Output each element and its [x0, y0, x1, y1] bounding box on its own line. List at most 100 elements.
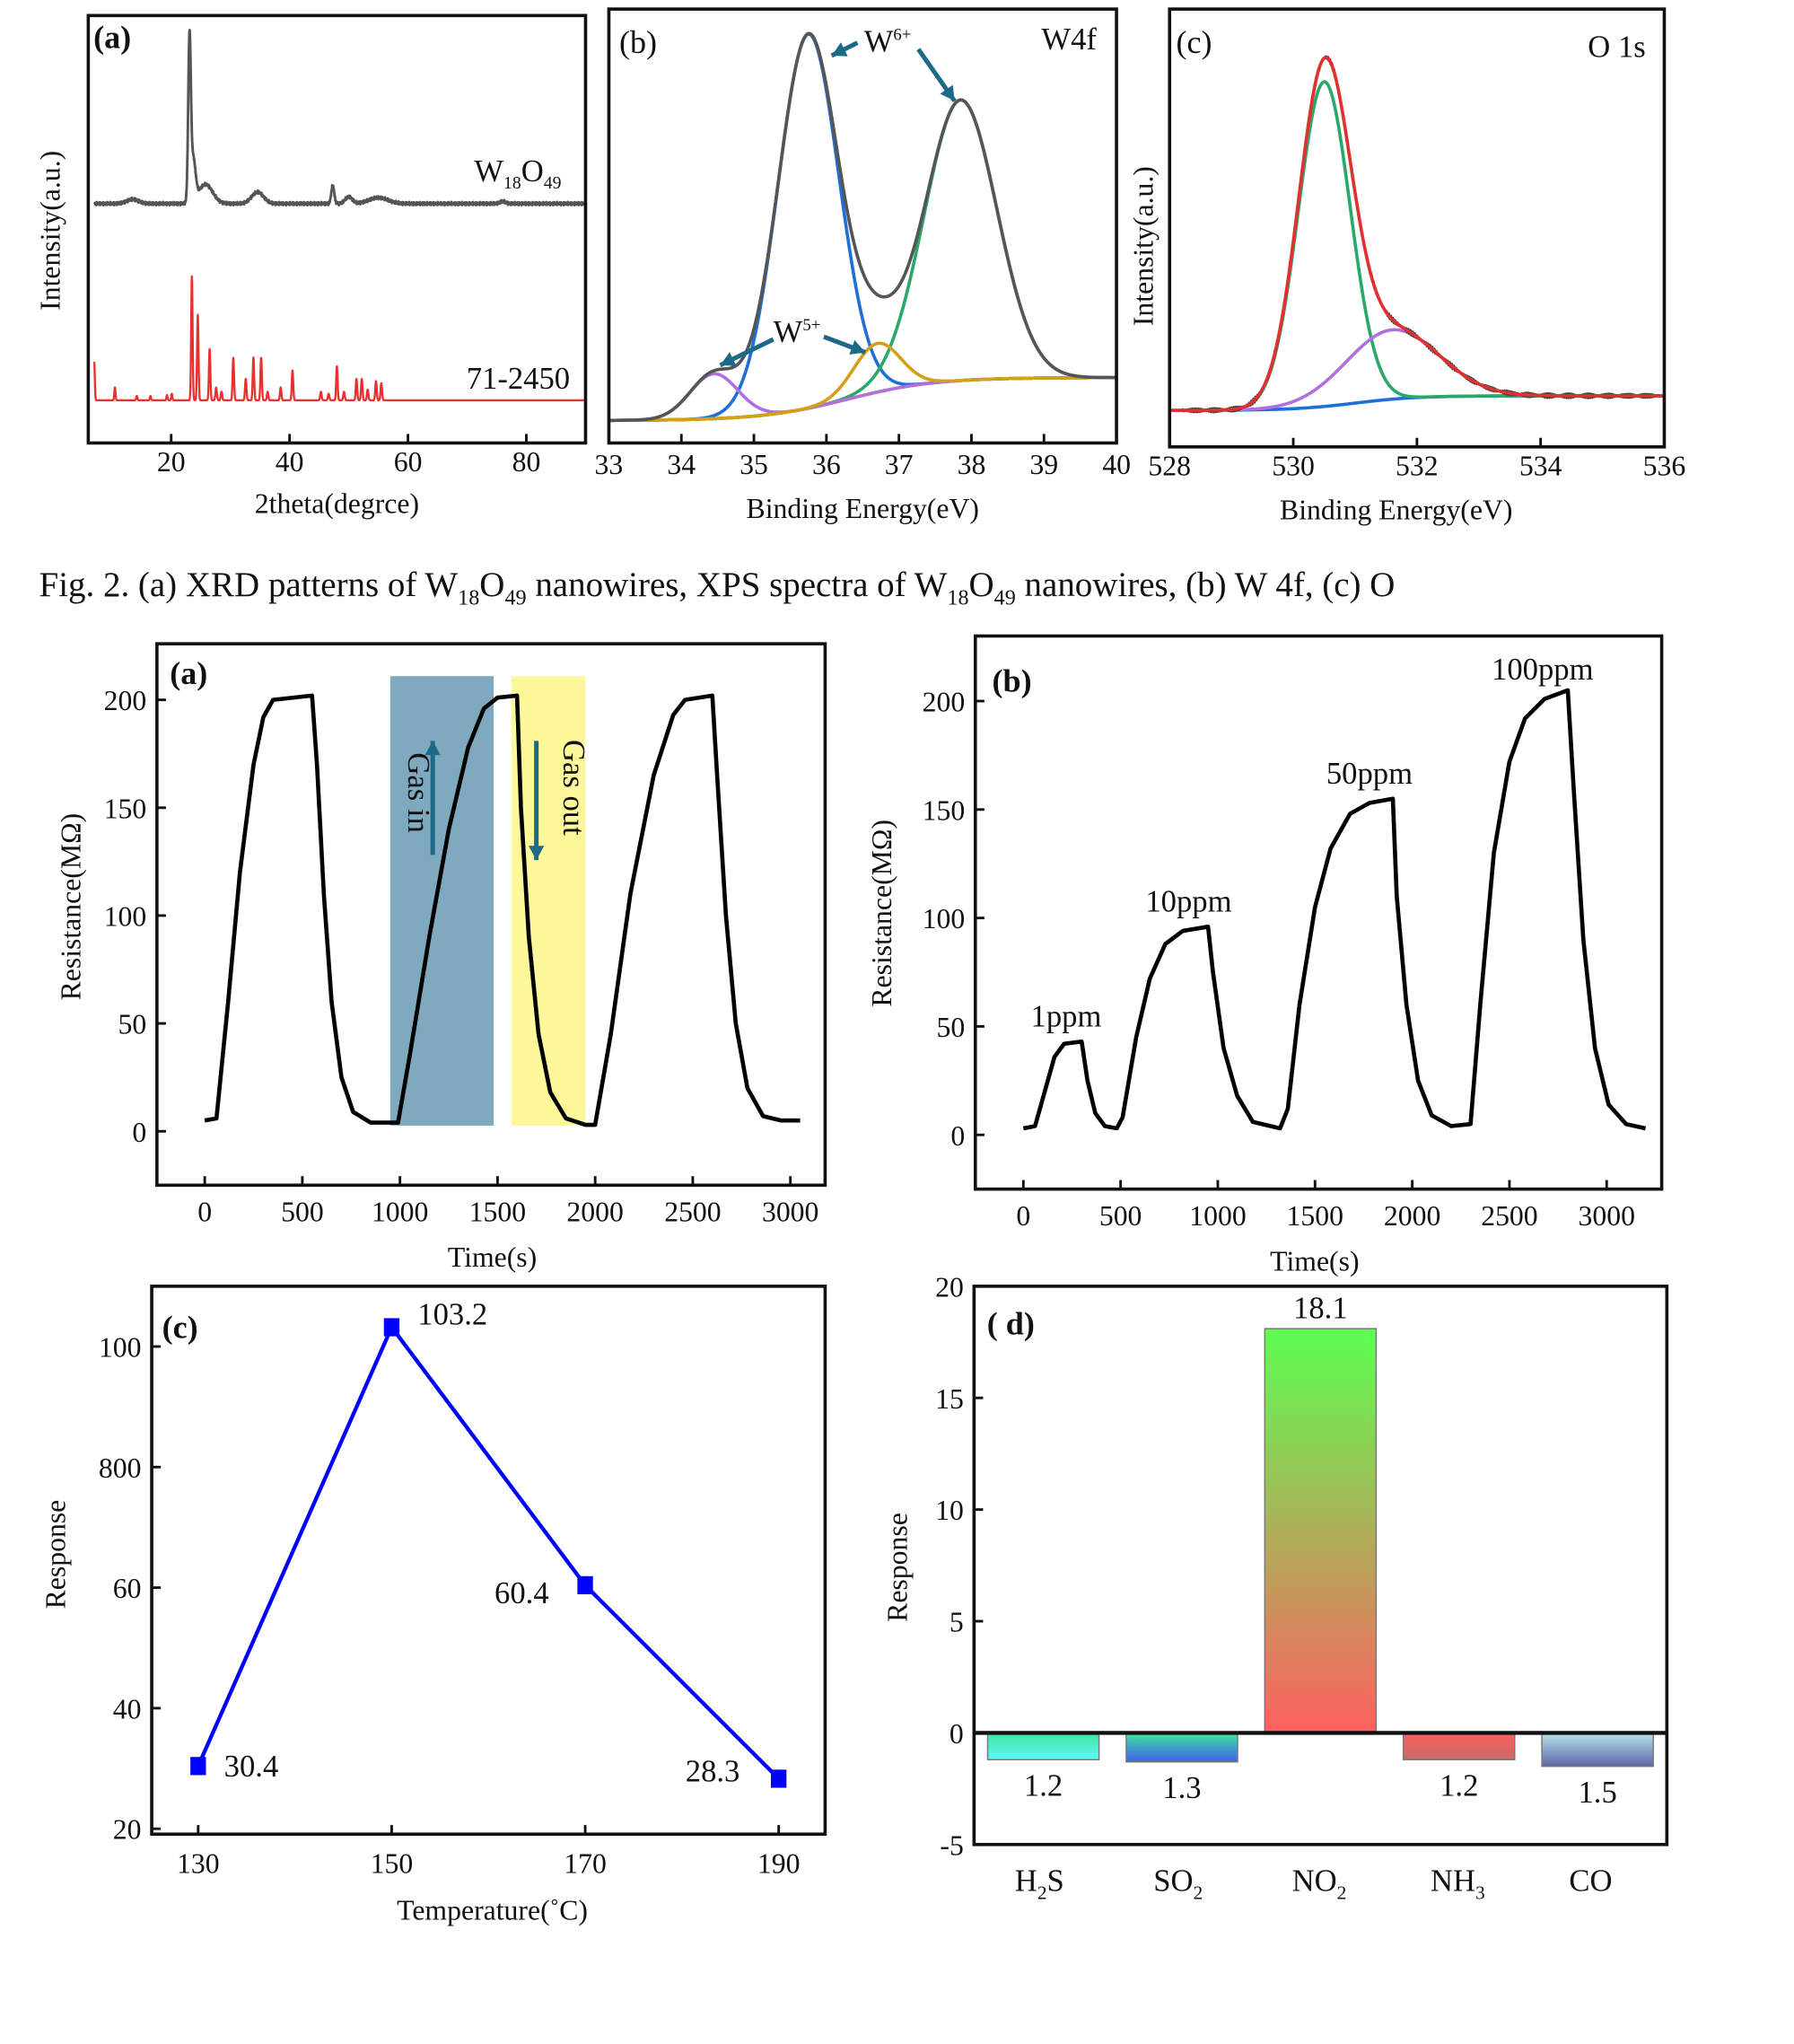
x-tick-label: 36 — [812, 449, 841, 480]
figure-caption-part: 18 — [458, 586, 479, 610]
envelope-curve — [608, 31, 1117, 423]
arrow-w6-right-head — [940, 84, 955, 101]
y-axis-label: Resistance(MΩ) — [866, 820, 897, 1007]
plot-frame — [607, 7, 1118, 445]
component-peak-0 — [608, 32, 1117, 423]
x-tick-label: 0 — [1016, 1200, 1030, 1232]
category-label: NH3 — [1431, 1864, 1485, 1904]
x-tick-label: 3000 — [762, 1197, 818, 1228]
series-label-71-2450: 71-2450 — [467, 362, 570, 396]
y-tick-label: 0 — [950, 1718, 964, 1750]
category-label: H2S — [1015, 1864, 1064, 1904]
figure-caption-part: 49 — [504, 586, 526, 610]
category-label-part: H — [1015, 1864, 1037, 1899]
x-tick-label: 1000 — [372, 1197, 428, 1228]
y-tick-label: 15 — [935, 1383, 964, 1415]
x-tick-label: 20 — [157, 446, 186, 478]
series-label-w18o49-part: 18 — [503, 173, 521, 193]
figure-caption-part: 18 — [947, 586, 968, 610]
chart-response-temperature — [150, 1285, 827, 1837]
x-tick-label: 170 — [564, 1848, 607, 1880]
series-label-w18o49-part: 49 — [544, 173, 562, 193]
x-tick-label: 33 — [595, 449, 624, 480]
bar — [1125, 1732, 1238, 1763]
w5-base: W — [774, 315, 803, 349]
x-tick-label: 34 — [667, 449, 696, 480]
component-peak-3 — [608, 341, 1117, 423]
y-tick-label: 0 — [132, 1117, 146, 1148]
category-label-part: CO — [1569, 1864, 1612, 1899]
series-label-w18o49-part: O — [521, 154, 544, 189]
bar — [986, 1732, 1100, 1760]
concentration-label: 50ppm — [1326, 757, 1413, 791]
data-point-marker — [190, 1757, 206, 1776]
gas-in-arrow-head — [424, 741, 441, 756]
x-tick-label: 130 — [177, 1848, 220, 1880]
x-tick-label: 2000 — [1384, 1200, 1440, 1232]
x-tick-label: 528 — [1148, 451, 1191, 482]
data-point-marker — [383, 1318, 400, 1337]
series-label-w18o49-part: W — [474, 154, 503, 189]
y-tick-label: 5 — [950, 1607, 964, 1638]
gas-out-label: Gas out — [556, 740, 591, 836]
y-tick-label: 200 — [104, 685, 147, 716]
gas-in-label: Gas in — [401, 752, 435, 832]
x-tick-label: 0 — [197, 1197, 212, 1228]
category-label-part: 2 — [1037, 1882, 1047, 1903]
y-tick-label: 100 — [923, 903, 966, 934]
category-label-part: 3 — [1475, 1882, 1485, 1903]
x-tick-label: 2500 — [664, 1197, 721, 1228]
x-axis-label: Temperature(˚C) — [397, 1894, 588, 1926]
plot-frame — [86, 13, 588, 445]
concentration-label: 10ppm — [1145, 884, 1231, 918]
y-tick-label: 50 — [118, 1009, 147, 1040]
y-tick-label: 20 — [935, 1271, 964, 1303]
panel-label: (b) — [993, 663, 1032, 699]
figure-caption-part: O — [479, 566, 504, 604]
chart-xps-o1s — [1168, 7, 1667, 449]
x-tick-label: 2500 — [1481, 1200, 1537, 1232]
series-label-w18o49: W18O49 — [474, 154, 561, 193]
category-label-part: NO — [1292, 1864, 1337, 1899]
x-tick-label: 150 — [371, 1848, 414, 1880]
bar-value-label: 18.1 — [1293, 1292, 1348, 1326]
x-tick-label: 40 — [1102, 449, 1131, 480]
x-tick-label: 1000 — [1189, 1200, 1246, 1232]
envelope-curve — [1168, 56, 1666, 412]
w5-sup: 5+ — [802, 316, 820, 335]
bar-value-label: 1.2 — [1440, 1769, 1478, 1803]
w6-base: W — [864, 25, 894, 59]
bar-value-label: 1.2 — [1024, 1769, 1063, 1803]
panel-label: (b) — [619, 24, 657, 60]
category-label: NO2 — [1292, 1864, 1347, 1904]
bar-value-label: 1.5 — [1579, 1776, 1617, 1810]
y-tick-label: 800 — [99, 1452, 142, 1484]
x-tick-label: 37 — [885, 449, 914, 480]
resistance-curve — [1022, 688, 1647, 1131]
chart-xps-w4f — [607, 7, 1118, 445]
x-axis-label: Binding Energy(eV) — [747, 493, 979, 524]
y-tick-label: 150 — [104, 793, 147, 824]
x-tick-label: 500 — [1099, 1200, 1142, 1232]
plot-frame — [150, 1285, 827, 1837]
category-label-part: 2 — [1193, 1882, 1203, 1903]
figure-caption-part: nanowires, (b) W 4f, (c) O — [1016, 566, 1396, 604]
arrow-w5-left-head — [720, 352, 737, 366]
x-tick-label: 536 — [1643, 451, 1686, 482]
x-axis-label: Time(s) — [1270, 1246, 1359, 1277]
data-point-marker — [577, 1575, 593, 1595]
category-label-part: 2 — [1337, 1882, 1347, 1903]
x-tick-label: 3000 — [1579, 1200, 1635, 1232]
y-tick-label: 0 — [950, 1120, 965, 1152]
y-tick-label: -5 — [940, 1829, 963, 1861]
category-label: CO — [1569, 1864, 1612, 1899]
data-label: 60.4 — [494, 1576, 549, 1610]
figure-caption-part: 49 — [994, 586, 1016, 610]
data-label: 28.3 — [686, 1754, 740, 1788]
category-label-part: NH — [1431, 1864, 1475, 1899]
component-peak-1 — [608, 98, 1117, 423]
x-tick-label: 1500 — [469, 1197, 526, 1228]
chart-xrd — [86, 13, 588, 445]
data-label: 103.2 — [417, 1298, 487, 1332]
y-tick-label: 20 — [113, 1814, 142, 1846]
